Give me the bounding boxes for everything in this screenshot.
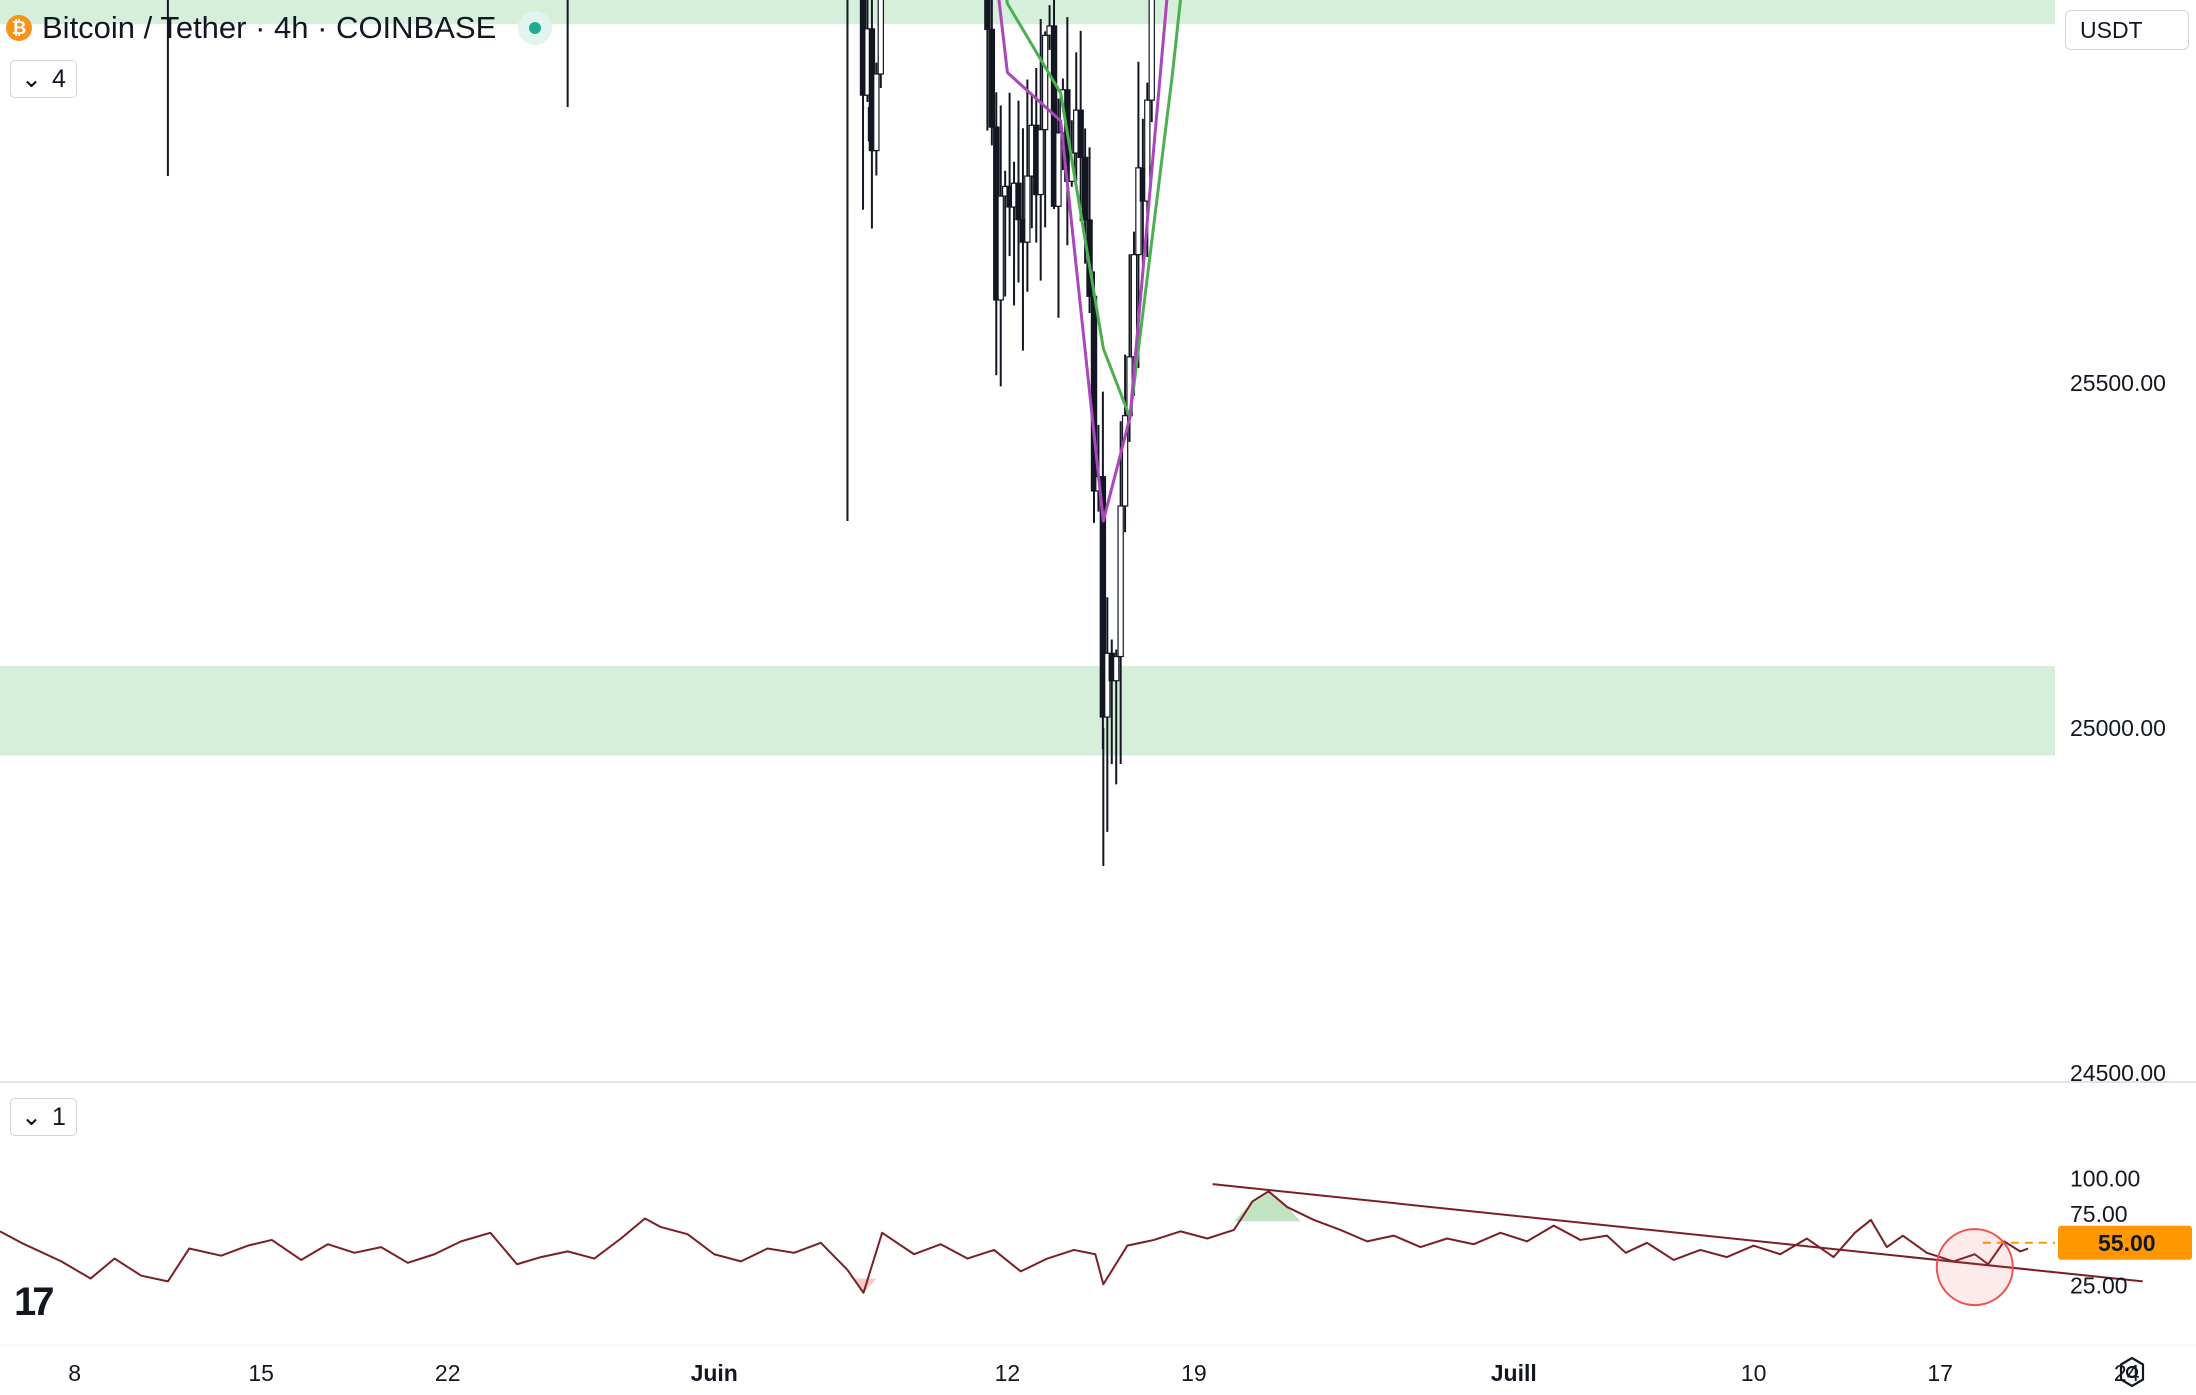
market-status-icon[interactable]: [518, 11, 553, 45]
candle-body: [984, 0, 991, 31]
symbol-title[interactable]: Bitcoin / Tether · 4h · COINBASE: [42, 10, 497, 45]
candle-body: [1113, 655, 1120, 682]
candle-body: [1081, 156, 1089, 221]
candle-body: [1041, 34, 1049, 131]
rsi-trendline: [1212, 1183, 2143, 1283]
candle-body: [1121, 415, 1129, 507]
candle-body: [873, 73, 880, 152]
time-tick-label: Juin: [691, 1360, 738, 1386]
candle-body: [1104, 652, 1111, 718]
candle-body: [1037, 129, 1044, 196]
candle-body: [1135, 167, 1142, 256]
time-tick-label: 12: [995, 1360, 1021, 1386]
candle-body: [1015, 182, 1022, 221]
time-tick-label: 22: [435, 1360, 461, 1386]
rsi-tick-label: 100.00: [2070, 1165, 2140, 1191]
rsi-level-tag: [2058, 1225, 2192, 1260]
time-tick-label: 15: [248, 1360, 274, 1386]
currency-label: USDT: [2080, 16, 2143, 43]
price-tick-label: 25500.00: [2070, 370, 2166, 396]
candle-body: [1117, 505, 1124, 658]
candle-body: [1024, 175, 1031, 243]
tradingview-logo-icon[interactable]: 17: [14, 1280, 54, 1324]
rsi-level-tag-label: 55.00: [2098, 1230, 2156, 1256]
settings-gear-icon[interactable]: [2115, 1355, 2149, 1389]
candles: [166, 0, 1155, 866]
candle-body: [997, 195, 1004, 301]
time-tick-label: Juill: [1491, 1360, 1537, 1386]
chart-header: ₿ Bitcoin / Tether · 4h · COINBASE: [6, 8, 553, 48]
rsi-indicators-toggle[interactable]: ⌄ 1: [10, 1098, 77, 1136]
chevron-down-icon: ⌄: [21, 1103, 42, 1131]
support-zone-6: [0, 0, 2055, 25]
candle-body: [1077, 109, 1084, 159]
ema-slow-line: [1005, 0, 1182, 419]
price-tick-label: 25000.00: [2070, 715, 2166, 741]
candle-body: [988, 28, 996, 128]
rsi-overbought-fill: [1217, 1191, 1301, 1222]
rsi-indicator-count: 1: [51, 1102, 66, 1131]
indicators-toggle[interactable]: ⌄ 4: [10, 60, 77, 98]
indicator-count: 4: [51, 64, 66, 93]
candle-body: [859, 0, 867, 96]
candle-body: [877, 0, 884, 75]
chevron-down-icon: ⌄: [21, 65, 42, 93]
bitcoin-icon: ₿: [6, 15, 32, 41]
currency-selector[interactable]: USDT: [2065, 10, 2189, 50]
time-tick-label: 10: [1741, 1360, 1767, 1386]
candle-body: [1055, 132, 1062, 207]
time-tick-label: 8: [68, 1360, 81, 1386]
rsi-tick-label: 25.00: [2070, 1273, 2128, 1299]
time-tick-label: 17: [1927, 1360, 1953, 1386]
price-tick-label: 24500.00: [2070, 1060, 2166, 1086]
candle-body: [1099, 476, 1107, 718]
candle-body: [1148, 0, 1155, 101]
candle-body: [1144, 99, 1151, 202]
support-zone-7: [0, 665, 2055, 756]
ema-fast-line: [997, 0, 1169, 523]
rsi-highlight-circle: [1935, 1228, 2014, 1307]
rsi-line: [0, 1190, 2029, 1294]
time-tick-label: 19: [1181, 1360, 1207, 1386]
rsi-tick-label: 75.00: [2070, 1201, 2128, 1227]
